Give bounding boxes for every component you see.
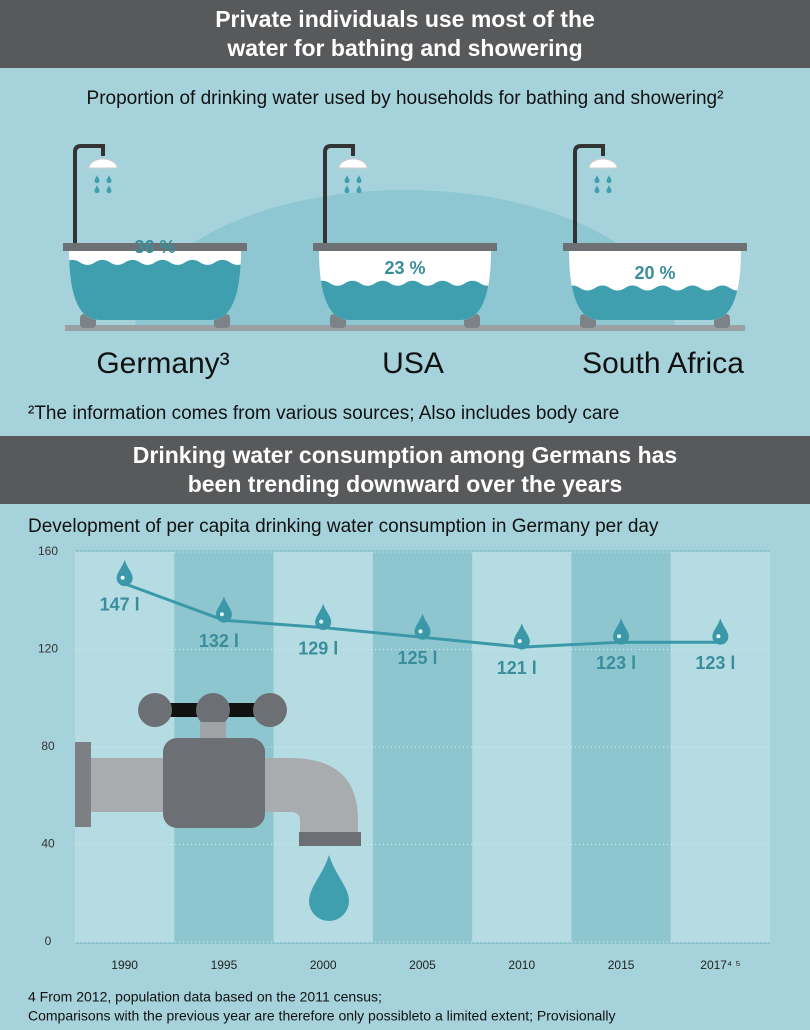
- point: [712, 618, 729, 645]
- faucet-knob: [253, 693, 287, 727]
- value-label: 132 l: [199, 631, 239, 651]
- value-label: 20 %: [634, 263, 675, 283]
- category-label: Germany³: [96, 347, 229, 380]
- value-label: 125 l: [397, 648, 437, 668]
- tub-water: [319, 280, 491, 320]
- x-tick-label: 2005: [409, 958, 436, 972]
- water-drop: [594, 175, 600, 184]
- water-drop: [106, 175, 112, 184]
- shower-pipe: [73, 144, 105, 243]
- x-tick-label: 1995: [211, 958, 238, 972]
- point-shine: [319, 619, 324, 624]
- point: [513, 623, 530, 650]
- value-label: 36 %: [134, 237, 175, 257]
- x-tick-label: 2000: [310, 958, 337, 972]
- banner-title: Private individuals use most of the wate…: [215, 6, 595, 61]
- y-tick-label: 40: [41, 837, 55, 851]
- water-drop: [594, 185, 600, 194]
- shower-pipe: [323, 144, 355, 243]
- water-drop: [356, 175, 362, 184]
- x-tick-label: 2010: [508, 958, 535, 972]
- category-label: South Africa: [582, 347, 744, 380]
- tub-rim: [313, 243, 497, 251]
- water-drop: [344, 175, 350, 184]
- faucet-knob: [196, 693, 230, 727]
- water-drop: [94, 175, 100, 184]
- water-drop: [356, 185, 362, 194]
- banner: Drinking water consumption among Germans…: [0, 436, 810, 504]
- faucet-wall: [75, 742, 91, 827]
- subtitle: Development of per capita drinking water…: [28, 516, 659, 537]
- point-shine: [219, 612, 224, 617]
- shower-head: [588, 158, 618, 169]
- tub-water: [69, 259, 241, 320]
- shower-pipe: [573, 144, 605, 243]
- point: [613, 618, 630, 645]
- footnote: Comparisons with the previous year are t…: [28, 1008, 616, 1024]
- shower-head: [88, 158, 118, 169]
- faucet-knob: [138, 693, 172, 727]
- faucet-body: [163, 738, 265, 828]
- y-tick-label: 0: [45, 934, 52, 948]
- value-label: 23 %: [384, 258, 425, 278]
- value-label: 121 l: [497, 658, 537, 678]
- tub-water: [569, 285, 741, 320]
- footnote: 4 From 2012, population data based on th…: [28, 989, 382, 1005]
- water-drop: [309, 855, 349, 921]
- banner: Private individuals use most of the wate…: [0, 0, 810, 68]
- water-drop: [94, 185, 100, 194]
- value-label: 123 l: [695, 653, 735, 673]
- water-drop: [606, 185, 612, 194]
- value-label: 123 l: [596, 653, 636, 673]
- x-tick-label: 2017⁴ ⁵: [700, 958, 740, 972]
- y-tick-label: 80: [41, 739, 55, 753]
- floor: [65, 325, 745, 331]
- point-shine: [617, 634, 622, 639]
- point: [116, 559, 133, 587]
- backdrop: [0, 330, 810, 436]
- tub-rim: [563, 243, 747, 251]
- point-shine: [120, 575, 125, 580]
- subtitle: Proportion of drinking water used by hou…: [87, 88, 724, 109]
- banner-title: Drinking water consumption among Germans…: [132, 442, 678, 497]
- point-shine: [517, 639, 522, 644]
- x-tick-label: 2015: [608, 958, 635, 972]
- value-label: 147 l: [100, 594, 140, 614]
- y-tick-label: 160: [38, 544, 58, 558]
- point-shine: [716, 634, 721, 639]
- tub-rim: [63, 243, 247, 251]
- water-drop: [344, 185, 350, 194]
- faucet-nozzle: [299, 832, 361, 846]
- point: [315, 603, 332, 630]
- y-tick-label: 120: [38, 642, 58, 656]
- water-drop: [106, 185, 112, 194]
- point-shine: [418, 629, 423, 634]
- category-label: USA: [382, 347, 444, 380]
- x-tick-label: 1990: [111, 958, 138, 972]
- point: [414, 613, 431, 640]
- column-band: [472, 552, 572, 942]
- point: [215, 596, 232, 623]
- water-drop: [606, 175, 612, 184]
- note: ²The information comes from various sour…: [28, 403, 619, 424]
- value-label: 129 l: [298, 638, 338, 658]
- shower-head: [338, 158, 368, 169]
